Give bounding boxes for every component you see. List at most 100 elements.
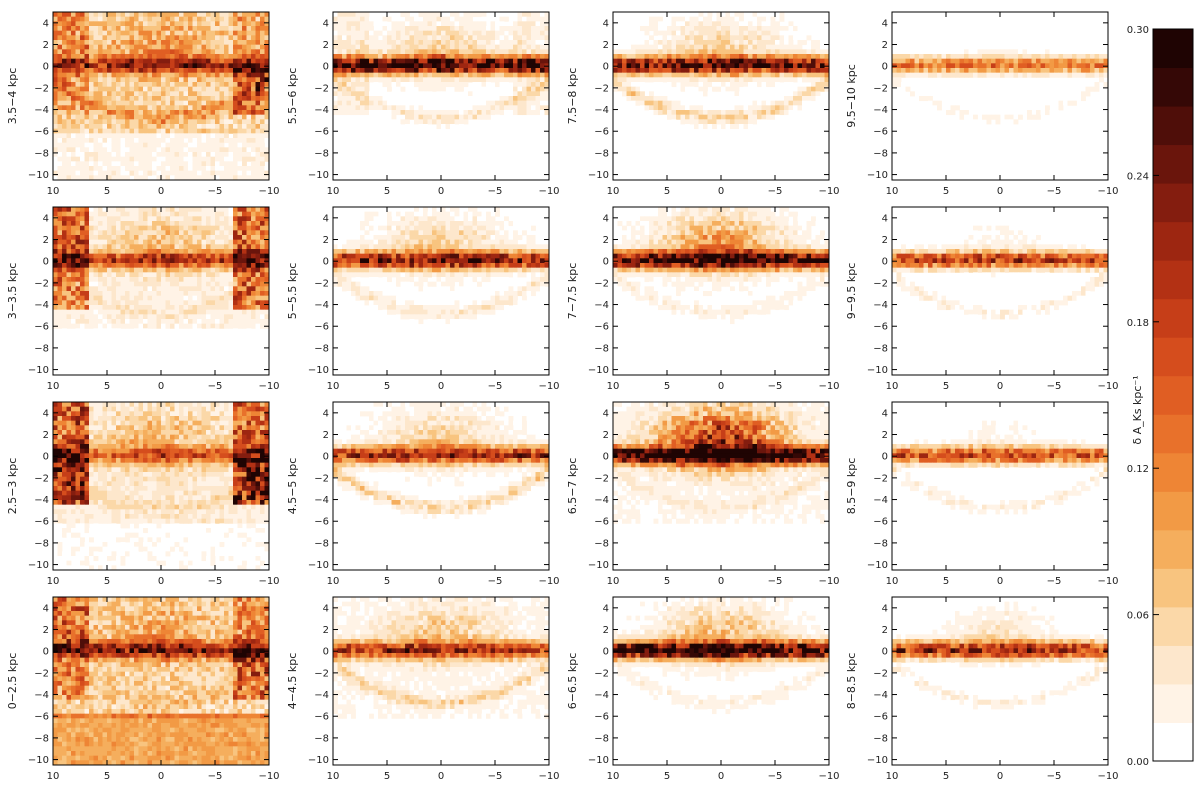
heatmap-cell (653, 30, 659, 36)
heatmap-cell (472, 105, 478, 111)
heatmap-cell (382, 100, 388, 106)
heatmap-cell (472, 58, 478, 64)
heatmap-cell (66, 72, 72, 78)
heatmap-cell (206, 244, 211, 250)
heatmap-cell (364, 35, 370, 41)
heatmap-cell (644, 63, 650, 69)
heatmap-cell (333, 54, 338, 60)
heatmap-cell (400, 12, 406, 18)
heatmap-cell (57, 114, 63, 120)
heatmap-cell (62, 272, 67, 278)
heatmap-cell (676, 35, 681, 41)
heatmap-cell (382, 21, 388, 27)
heatmap-cell (671, 68, 677, 74)
heatmap-cell (793, 91, 798, 97)
heatmap-cell (237, 128, 243, 134)
heatmap-cell (129, 21, 135, 27)
heatmap-cell (264, 16, 270, 22)
heatmap-cell (170, 166, 175, 172)
heatmap-cell (260, 216, 265, 222)
heatmap-cell (427, 54, 433, 60)
heatmap-cell (658, 54, 663, 60)
heatmap-cell (170, 147, 175, 153)
heatmap-cell (360, 96, 365, 102)
heatmap-cell (215, 44, 220, 50)
heatmap-cell (517, 49, 523, 55)
heatmap-cell (71, 147, 76, 153)
heatmap-cell (246, 110, 252, 116)
heatmap-cell (360, 77, 365, 83)
heatmap-cell (333, 35, 338, 41)
heatmap-cell (53, 40, 58, 46)
heatmap-cell (66, 105, 72, 111)
heatmap-cell (107, 286, 112, 292)
heatmap-cell (707, 30, 713, 36)
heatmap-cell (134, 133, 139, 139)
heatmap-cell (138, 249, 144, 255)
heatmap-cell (165, 175, 171, 181)
heatmap-cell (730, 35, 735, 41)
heatmap-cell (544, 86, 550, 92)
heatmap-cell (788, 21, 794, 27)
heatmap-cell (188, 133, 193, 139)
heatmap-cell (125, 49, 130, 55)
heatmap-cell (1040, 110, 1046, 116)
heatmap-cell (730, 86, 735, 92)
heatmap-cell (210, 49, 216, 55)
heatmap-cell (477, 58, 482, 64)
heatmap-cell (71, 253, 76, 259)
heatmap-cell (255, 30, 261, 36)
heatmap-cell (242, 63, 247, 69)
heatmap-cell (264, 207, 270, 213)
heatmap-cell (111, 211, 117, 217)
heatmap-cell (486, 110, 491, 116)
heatmap-cell (797, 91, 803, 97)
heatmap-cell (526, 105, 532, 111)
heatmap-cell (761, 72, 767, 78)
heatmap-cell (1099, 58, 1104, 64)
heatmap-cell (644, 12, 650, 18)
heatmap-cell (201, 230, 207, 236)
heatmap-cell (53, 30, 58, 36)
heatmap-cell (734, 124, 740, 130)
heatmap-cell (120, 133, 126, 139)
heatmap-cell (84, 40, 90, 46)
heatmap-cell (468, 72, 473, 78)
heatmap-cell (373, 30, 379, 36)
heatmap-cell (418, 68, 424, 74)
heatmap-cell (93, 207, 99, 213)
heatmap-cell (147, 86, 153, 92)
heatmap-cell (635, 68, 641, 74)
heatmap-cell (89, 49, 94, 55)
heatmap-cell (806, 72, 812, 78)
heatmap-cell (210, 12, 216, 18)
heatmap-cell (179, 221, 184, 227)
heatmap-cell (441, 35, 446, 41)
heatmap-cell (170, 152, 175, 158)
heatmap-cell (734, 26, 740, 32)
heatmap-cell (237, 40, 243, 46)
heatmap-cell (233, 156, 238, 162)
heatmap-cell (337, 68, 343, 74)
heatmap-cell (743, 26, 749, 32)
heatmap-cell (111, 114, 117, 120)
heatmap-cell (107, 277, 112, 283)
heatmap-cell (219, 253, 225, 259)
heatmap-cell (346, 105, 352, 111)
heatmap-cell (224, 72, 229, 78)
heatmap-cell (102, 68, 108, 74)
heatmap-cell (66, 272, 72, 278)
heatmap-cell (215, 21, 220, 27)
heatmap-cell (441, 82, 446, 88)
heatmap-cell (170, 142, 175, 148)
heatmap-cell (360, 54, 365, 60)
heatmap-cell (459, 26, 464, 32)
heatmap-cell (233, 138, 238, 144)
heatmap-cell (418, 119, 424, 125)
heatmap-cell (748, 26, 753, 32)
heatmap-cell (125, 286, 130, 292)
heatmap-cell (210, 147, 216, 153)
heatmap-cell (147, 239, 153, 245)
heatmap-cell (400, 26, 406, 32)
heatmap-cell (725, 12, 731, 18)
